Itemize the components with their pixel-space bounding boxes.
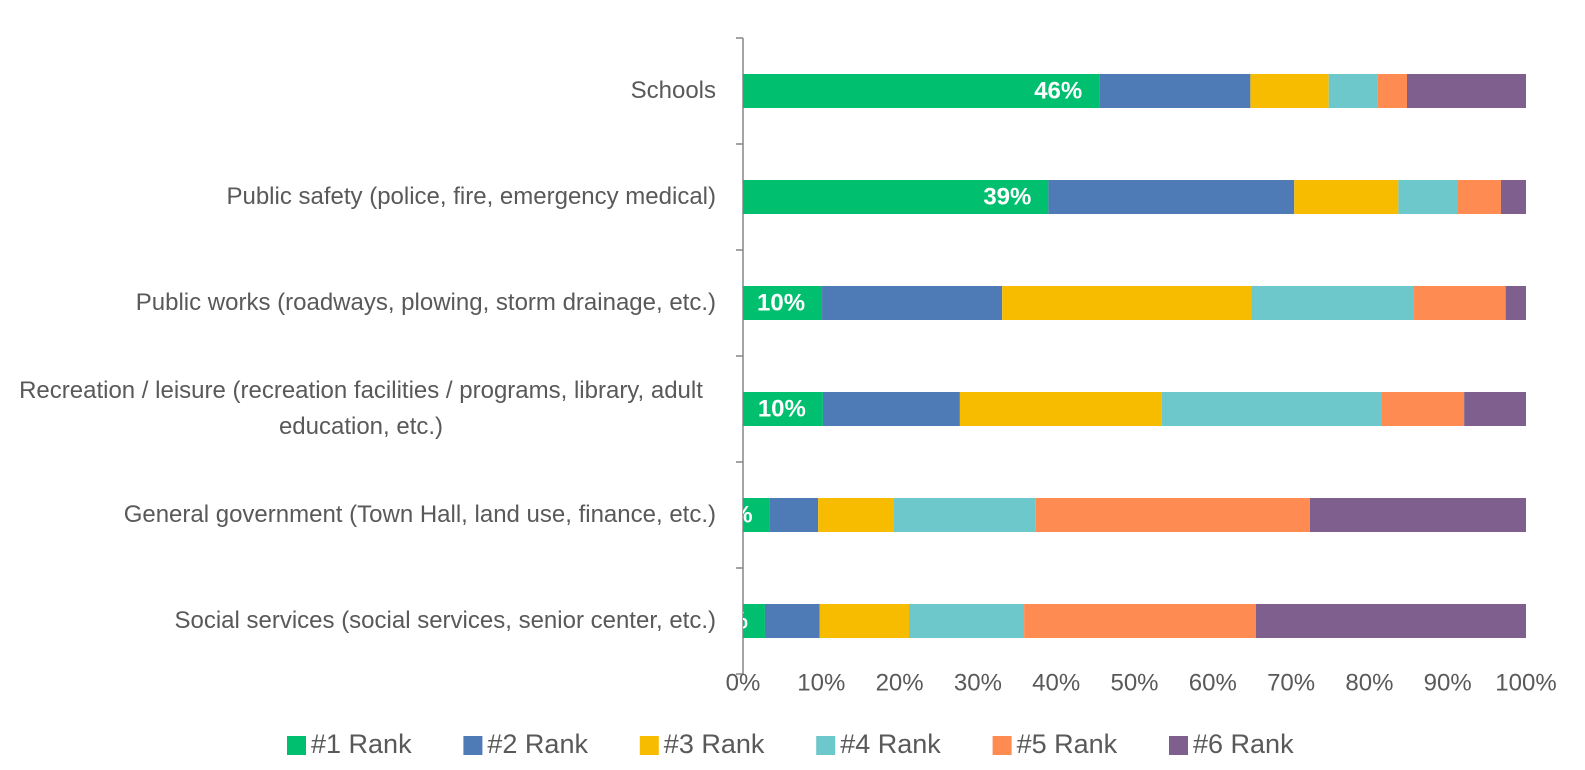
legend-swatch xyxy=(816,736,836,755)
x-tick-label: 40% xyxy=(1032,669,1080,696)
bar-segment xyxy=(822,392,960,426)
bar-segment xyxy=(959,392,1162,426)
bar-segment xyxy=(1251,286,1415,320)
data-label: 10% xyxy=(757,289,805,316)
category-label: Recreation / leisure (recreation facilit… xyxy=(19,377,703,440)
category-label: Public safety (police, fire, emergency m… xyxy=(226,183,716,210)
bar-segment xyxy=(1309,498,1526,532)
x-tick-label: 10% xyxy=(797,669,845,696)
bar-segment xyxy=(743,286,823,320)
bar-segment xyxy=(743,604,765,638)
data-label: 46% xyxy=(1034,77,1082,104)
bar-segment xyxy=(1464,392,1526,426)
legend-label: #1 Rank xyxy=(311,729,412,759)
legend-swatch xyxy=(287,736,306,755)
category-label: General government (Town Hall, land use,… xyxy=(123,501,716,528)
bar-segment xyxy=(764,604,820,638)
bar-segment xyxy=(1255,604,1526,638)
bar-segment xyxy=(1328,74,1378,108)
bar-segment xyxy=(818,498,894,532)
bar-segment xyxy=(1250,74,1329,108)
legend-swatch xyxy=(639,736,659,755)
x-tick-label: 100% xyxy=(1495,669,1556,696)
bar-segment xyxy=(1002,286,1252,320)
bar-segment xyxy=(1381,392,1465,426)
bar-segment xyxy=(1377,74,1407,108)
legend-swatch xyxy=(463,736,483,755)
data-label: 10% xyxy=(758,395,806,422)
data-label: 3% xyxy=(718,501,753,528)
x-tick-label: 90% xyxy=(1424,669,1472,696)
bar-segment xyxy=(743,74,1100,108)
x-tick-label: 60% xyxy=(1189,669,1237,696)
bar-segment xyxy=(743,498,770,532)
bar-segment xyxy=(893,498,1036,532)
data-label: 39% xyxy=(983,183,1031,210)
bar-segment xyxy=(1406,74,1526,108)
bar-segment xyxy=(1414,286,1506,320)
category-label: Schools xyxy=(630,77,716,104)
x-tick-label: 0% xyxy=(726,669,761,696)
legend-label: #3 Rank xyxy=(664,729,765,759)
bar-segment xyxy=(1457,180,1501,214)
legend-label: #5 Rank xyxy=(1017,729,1118,759)
bar-segment xyxy=(1024,604,1256,638)
category-label: Social services (social services, senior… xyxy=(174,607,716,634)
category-label: Public works (roadways, plowing, storm d… xyxy=(135,289,716,316)
bar-segment xyxy=(769,498,819,532)
data-label: 3% xyxy=(713,607,748,634)
bar-segment xyxy=(1035,498,1310,532)
x-tick-label: 70% xyxy=(1267,669,1315,696)
bar-segment xyxy=(1294,180,1399,214)
x-tick-label: 20% xyxy=(876,669,924,696)
bar-segment xyxy=(908,604,1025,638)
bar-segment xyxy=(1048,180,1295,214)
x-tick-label: 30% xyxy=(954,669,1002,696)
bar-segment xyxy=(1505,286,1526,320)
bar-segment xyxy=(1099,74,1251,108)
x-tick-label: 50% xyxy=(1110,669,1158,696)
x-tick-label: 80% xyxy=(1345,669,1393,696)
data-labels: 46% 39% 10% 10% 3% 3% xyxy=(713,77,1082,634)
bar-segment xyxy=(1398,180,1458,214)
bar-segment xyxy=(1500,180,1526,214)
bar-segment xyxy=(1161,392,1382,426)
legend-swatch xyxy=(992,736,1012,755)
legend-label: #2 Rank xyxy=(487,729,588,759)
bar-segment xyxy=(822,286,1003,320)
legend-label: #6 Rank xyxy=(1193,729,1294,759)
bar-segment xyxy=(743,392,823,426)
legend-swatch xyxy=(1169,736,1188,755)
bar-segment xyxy=(743,180,1049,214)
bar-segment xyxy=(819,604,909,638)
legend-label: #4 Rank xyxy=(840,729,941,759)
